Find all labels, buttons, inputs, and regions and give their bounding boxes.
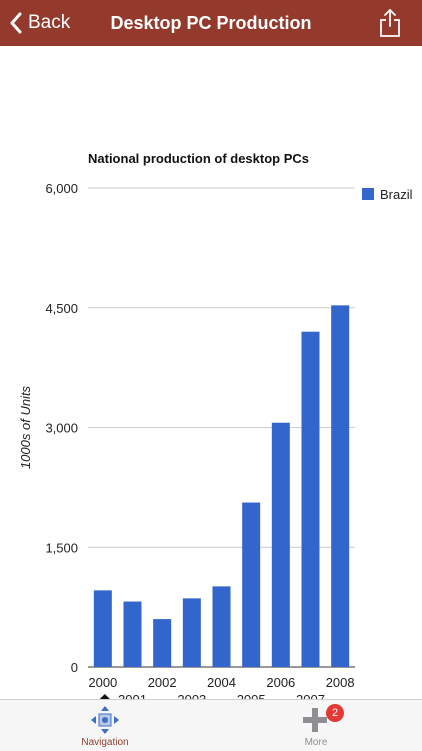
notification-badge: 2 bbox=[326, 704, 344, 722]
legend-label: Brazil bbox=[380, 187, 413, 202]
chevron-left-icon bbox=[10, 12, 22, 34]
y-tick-label: 6,000 bbox=[45, 181, 78, 196]
y-axis-label: 1000s of Units bbox=[18, 385, 33, 469]
navigation-arrows-icon bbox=[91, 706, 119, 734]
tab-more[interactable]: 2 More bbox=[256, 700, 376, 751]
x-tick-label: 2006 bbox=[266, 675, 295, 690]
tab-navigation-label: Navigation bbox=[81, 737, 129, 748]
bar-2001 bbox=[123, 601, 142, 667]
tab-navigation[interactable]: Navigation bbox=[45, 700, 165, 751]
y-tick-label: 3,000 bbox=[45, 421, 78, 436]
navigation-bar: Back Desktop PC Production bbox=[0, 0, 422, 46]
x-tick-label: 2003 bbox=[177, 692, 206, 700]
bar-chart: 01,5003,0004,5006,0002000200120022003200… bbox=[18, 151, 413, 700]
bar-2008 bbox=[331, 305, 350, 667]
x-tick-label: 2001 bbox=[118, 692, 147, 700]
back-label: Back bbox=[28, 12, 71, 33]
x-tick-label: 2005 bbox=[237, 692, 266, 700]
back-button[interactable]: Back bbox=[10, 0, 70, 46]
plus-icon bbox=[303, 708, 327, 732]
x-tick-label: 2008 bbox=[326, 675, 355, 690]
legend-swatch bbox=[362, 188, 374, 200]
x-tick-label: 2000 bbox=[88, 675, 117, 690]
y-tick-label: 4,500 bbox=[45, 301, 78, 316]
bar-2004 bbox=[212, 586, 231, 667]
tab-more-label: More bbox=[304, 737, 328, 748]
chart-title: National production of desktop PCs bbox=[88, 151, 309, 166]
x-tick-label: 2002 bbox=[148, 675, 177, 690]
chart-view[interactable]: 01,5003,0004,5006,0002000200120022003200… bbox=[0, 46, 422, 700]
label-pager-indicator bbox=[98, 694, 111, 700]
bar-2003 bbox=[182, 598, 201, 667]
y-tick-label: 0 bbox=[71, 660, 78, 675]
y-tick-label: 1,500 bbox=[45, 540, 78, 555]
bar-2007 bbox=[301, 331, 320, 667]
bar-2005 bbox=[242, 502, 261, 667]
bar-2002 bbox=[153, 619, 172, 667]
page-title: Desktop PC Production bbox=[110, 13, 312, 33]
x-tick-label: 2007 bbox=[296, 692, 325, 700]
tab-bar: Navigation 2 More bbox=[0, 699, 422, 751]
bar-2006 bbox=[271, 422, 290, 667]
x-tick-label: 2004 bbox=[207, 675, 236, 690]
bar-2000 bbox=[93, 590, 112, 667]
share-icon[interactable] bbox=[378, 8, 402, 38]
